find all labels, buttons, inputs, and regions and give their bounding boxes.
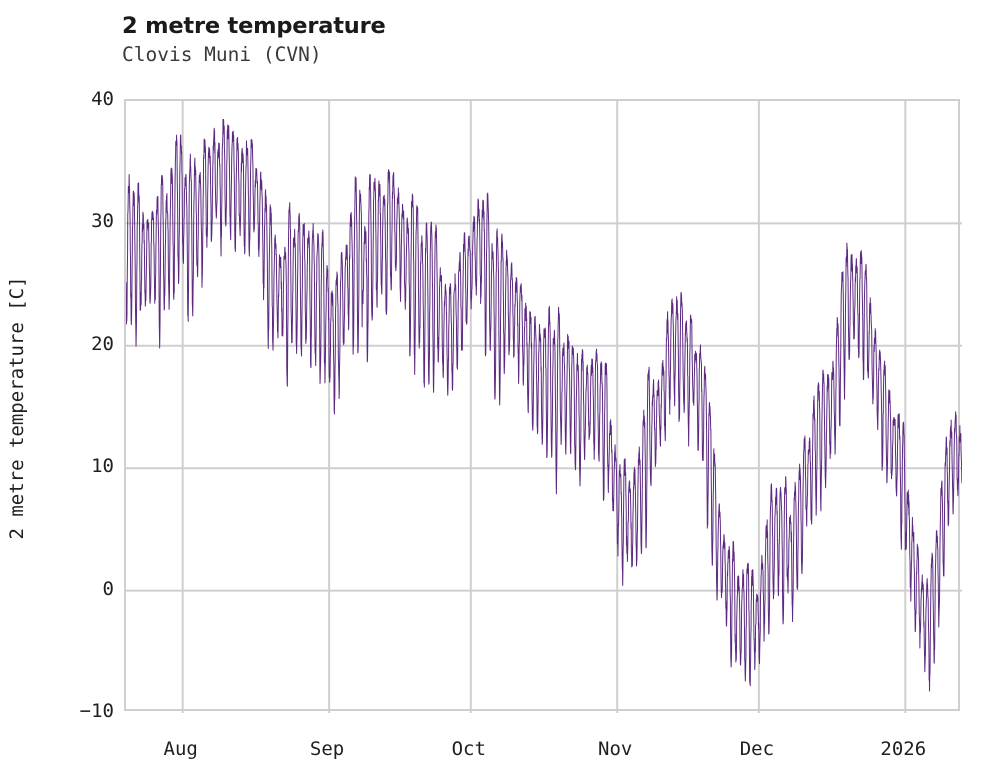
y-tick-label: 20 [91, 332, 114, 355]
plot-area [124, 99, 962, 713]
y-tick-label: 40 [91, 88, 114, 110]
x-tick-label: 2026 [880, 738, 927, 760]
x-tick-label: Dec [739, 738, 775, 760]
y-tick-label: −10 [79, 700, 114, 722]
x-tick-label: Sep [309, 738, 345, 760]
y-tick-label: 30 [91, 210, 114, 233]
grid-lines [126, 101, 962, 713]
chart-subtitle: Clovis Muni (CVN) [122, 43, 322, 66]
x-tick-label: Oct [451, 738, 486, 760]
y-tick-label: 10 [91, 455, 114, 478]
x-tick-label: Aug [163, 738, 198, 760]
page-title: 2 metre temperature [122, 13, 386, 39]
y-tick-label: 0 [102, 577, 114, 600]
temperature-line-series [126, 118, 962, 692]
title-block: 2 metre temperature Clovis Muni (CVN) [122, 13, 822, 67]
x-tick-label: Nov [598, 738, 633, 760]
temperature-trace [126, 118, 962, 692]
y-axis-tick-labels: 40 30 20 10 0 −10 [10, 0, 114, 782]
temperature-series-plot [126, 101, 962, 713]
